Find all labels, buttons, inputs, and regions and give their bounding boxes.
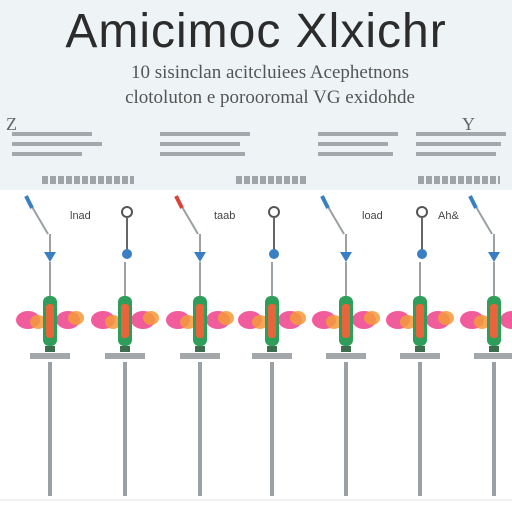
stand-bulb-6 bbox=[417, 249, 427, 259]
stand-knob-4 bbox=[268, 206, 280, 218]
tube-cap-4 bbox=[267, 346, 277, 352]
tube-cap-3 bbox=[195, 346, 205, 352]
tube-cap-7 bbox=[489, 346, 499, 352]
tube-label-7 bbox=[474, 353, 512, 359]
grey-rod-2 bbox=[123, 362, 127, 496]
tube-label-1 bbox=[30, 353, 70, 359]
tube-cap-1 bbox=[45, 346, 55, 352]
right-small-blob-2 bbox=[143, 311, 159, 325]
right-small-blob-6 bbox=[438, 311, 454, 325]
tube-cap-2 bbox=[120, 346, 130, 352]
left-small-blob-1 bbox=[30, 315, 46, 329]
grey-rod-3 bbox=[198, 362, 202, 496]
subtitle-line-1: 10 sisinclan acitcluiees Acephetnons bbox=[130, 62, 410, 83]
right-small-blob-5 bbox=[364, 311, 380, 325]
tube-core-1 bbox=[46, 304, 54, 338]
tube-core-4 bbox=[268, 304, 276, 338]
needle-tip-1 bbox=[24, 195, 34, 209]
right-small-blob-1 bbox=[68, 311, 84, 325]
right-blob-7 bbox=[500, 311, 512, 329]
left-side-glyph: Z bbox=[6, 114, 17, 134]
stand-knob-6 bbox=[416, 206, 428, 218]
tube-label-6 bbox=[400, 353, 440, 359]
text-column-2 bbox=[160, 126, 260, 160]
right-side-glyph: Y bbox=[462, 114, 475, 134]
needle-valve-7 bbox=[488, 252, 500, 262]
right-small-blob-3 bbox=[218, 311, 234, 325]
tube-core-3 bbox=[196, 304, 204, 338]
needle-tip-3 bbox=[174, 195, 184, 209]
lane-label-2: taab bbox=[214, 210, 236, 222]
lane-label-3: load bbox=[362, 210, 383, 222]
tube-cap-5 bbox=[341, 346, 351, 352]
tube-label-3 bbox=[180, 353, 220, 359]
page-title: Amicimoc Xlxichr bbox=[65, 5, 447, 58]
grey-rod-6 bbox=[418, 362, 422, 496]
right-small-blob-4 bbox=[290, 311, 306, 325]
left-small-blob-2 bbox=[105, 315, 121, 329]
needle-tip-5 bbox=[320, 195, 330, 209]
grey-rod-5 bbox=[344, 362, 348, 496]
left-small-blob-5 bbox=[326, 315, 342, 329]
lane-label-1: lnad bbox=[70, 210, 91, 222]
caption-1 bbox=[42, 176, 134, 184]
grey-rod-7 bbox=[492, 362, 496, 496]
tube-cap-6 bbox=[415, 346, 425, 352]
header-panel bbox=[0, 0, 512, 190]
caption-3 bbox=[418, 176, 500, 184]
grey-rod-1 bbox=[48, 362, 52, 496]
stand-knob-2 bbox=[121, 206, 133, 218]
tube-core-7 bbox=[490, 304, 498, 338]
text-column-1 bbox=[12, 126, 112, 160]
left-small-blob-3 bbox=[180, 315, 196, 329]
tube-core-6 bbox=[416, 304, 424, 338]
needle-valve-1 bbox=[44, 252, 56, 262]
needle-tip-7 bbox=[468, 195, 478, 209]
stand-bulb-4 bbox=[269, 249, 279, 259]
needle-valve-3 bbox=[194, 252, 206, 262]
tube-label-4 bbox=[252, 353, 292, 359]
subtitle-line-2: clotoluton e porooromal VG exidohde bbox=[125, 87, 415, 108]
caption-2 bbox=[236, 176, 308, 184]
tube-label-5 bbox=[326, 353, 366, 359]
tube-core-2 bbox=[121, 304, 129, 338]
grey-rod-4 bbox=[270, 362, 274, 496]
text-column-4 bbox=[416, 126, 512, 160]
text-column-3 bbox=[318, 126, 418, 160]
apparatus-diagram bbox=[0, 195, 512, 501]
stand-bulb-2 bbox=[122, 249, 132, 259]
tube-label-2 bbox=[105, 353, 145, 359]
left-small-blob-7 bbox=[474, 315, 490, 329]
left-small-blob-4 bbox=[252, 315, 268, 329]
needle-valve-5 bbox=[340, 252, 352, 262]
lane-label-4: Ah& bbox=[438, 210, 459, 222]
tube-core-5 bbox=[342, 304, 350, 338]
left-small-blob-6 bbox=[400, 315, 416, 329]
